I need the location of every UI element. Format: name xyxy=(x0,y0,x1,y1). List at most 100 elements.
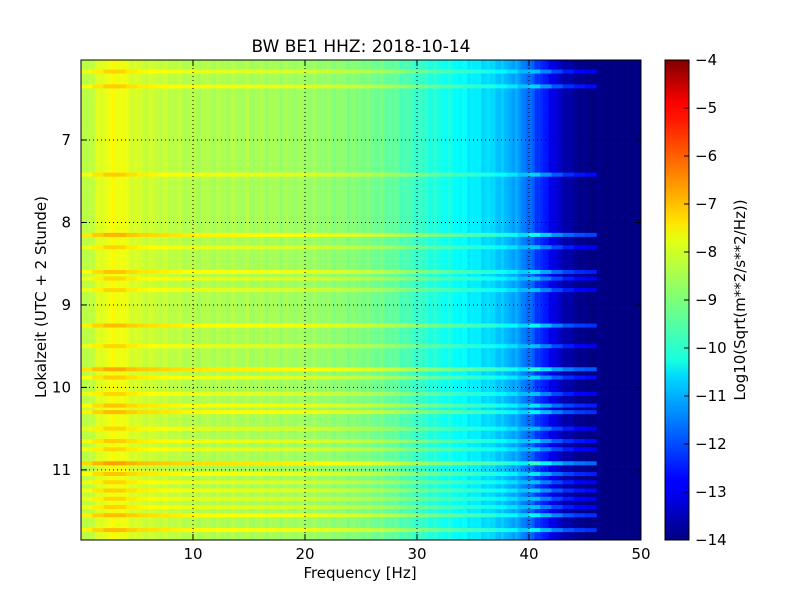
heatmap-band-segment xyxy=(361,232,373,237)
heatmap-band-segment xyxy=(361,172,373,177)
heatmap-band-segment xyxy=(461,375,474,380)
heatmap-column xyxy=(355,60,359,540)
heatmap-band-segment xyxy=(148,439,160,444)
heatmap-band-segment xyxy=(573,84,586,89)
heatmap-band-segment xyxy=(249,172,261,177)
heatmap-column xyxy=(358,60,362,540)
heatmap-band-segment xyxy=(260,172,272,177)
heatmap-band-segment xyxy=(103,513,116,518)
heatmap-band-segment xyxy=(540,403,552,408)
heatmap-band-segment xyxy=(461,269,474,274)
heatmap-band-segment xyxy=(204,344,216,349)
heatmap-band-segment xyxy=(282,375,295,380)
heatmap-band-segment xyxy=(137,269,149,274)
heatmap-band-segment xyxy=(450,480,463,485)
heatmap-band-segment xyxy=(506,472,519,477)
heatmap-band-segment xyxy=(181,84,194,89)
heatmap-band-segment xyxy=(316,403,328,408)
heatmap-band-segment xyxy=(562,426,575,431)
heatmap-band-segment xyxy=(204,288,216,293)
heatmap-band-segment xyxy=(125,344,138,349)
heatmap-band-segment xyxy=(484,439,496,444)
heatmap-band-segment xyxy=(349,505,362,510)
heatmap-band-segment xyxy=(193,69,205,74)
heatmap-band-segment xyxy=(361,513,373,518)
heatmap-band-segment xyxy=(125,288,138,293)
heatmap-band-segment xyxy=(361,528,373,533)
heatmap-column xyxy=(293,60,298,540)
heatmap-band-segment xyxy=(450,276,463,281)
heatmap-column xyxy=(223,60,228,540)
heatmap-column xyxy=(450,60,454,540)
heatmap-band-segment xyxy=(372,488,384,493)
heatmap-column xyxy=(461,60,466,540)
heatmap-band-segment xyxy=(125,410,138,415)
heatmap-band-segment xyxy=(562,472,575,477)
heatmap-column xyxy=(324,60,328,540)
heatmap-band-segment xyxy=(293,375,306,380)
heatmap-column xyxy=(492,60,496,540)
heatmap-band-segment xyxy=(159,410,172,415)
heatmap-band-segment xyxy=(473,323,485,328)
heatmap-band-segment xyxy=(282,480,295,485)
heatmap-band-segment xyxy=(159,172,172,177)
colorbar-tick-label: −6 xyxy=(695,147,717,165)
heatmap-band-segment xyxy=(383,232,396,237)
heatmap-band-segment xyxy=(114,323,127,328)
heatmap-band-segment xyxy=(125,276,138,281)
heatmap-band-segment xyxy=(450,392,463,397)
heatmap-band-segment xyxy=(92,505,104,510)
heatmap-band-segment xyxy=(193,480,205,485)
heatmap-band-segment xyxy=(417,323,429,328)
heatmap-column xyxy=(537,60,541,540)
heatmap-band-segment xyxy=(193,172,205,177)
heatmap-band-segment xyxy=(137,276,149,281)
heatmap-column xyxy=(232,60,236,540)
heatmap-band-segment xyxy=(517,367,530,372)
heatmap-band-segment xyxy=(125,375,138,380)
heatmap-band-segment xyxy=(103,528,116,533)
heatmap-band-segment xyxy=(170,172,183,177)
heatmap-band-segment xyxy=(585,232,597,237)
heatmap-band-segment xyxy=(249,392,261,397)
heatmap-band-segment xyxy=(394,288,407,293)
heatmap-band-segment xyxy=(529,410,541,415)
heatmap-band-segment xyxy=(372,410,384,415)
heatmap-column xyxy=(97,60,102,540)
heatmap-band-segment xyxy=(573,375,586,380)
heatmap-band-segment xyxy=(551,69,564,74)
heatmap-band-segment xyxy=(170,392,183,397)
heatmap-band-segment xyxy=(114,232,127,237)
heatmap-band-segment xyxy=(450,323,463,328)
heatmap-band-segment xyxy=(204,323,216,328)
heatmap-column xyxy=(635,60,639,540)
heatmap-band-segment xyxy=(226,496,239,501)
heatmap-band-segment xyxy=(170,288,183,293)
heatmap-band-segment xyxy=(204,513,216,518)
heatmap-band-segment xyxy=(383,496,396,501)
heatmap-band-segment xyxy=(372,245,384,250)
heatmap-band-segment xyxy=(293,426,306,431)
heatmap-column xyxy=(120,60,124,540)
heatmap-band-segment xyxy=(529,426,541,431)
heatmap-band-segment xyxy=(394,84,407,89)
heatmap-band-segment xyxy=(260,392,272,397)
heatmap-band-segment xyxy=(349,375,362,380)
y-tick-label: 7 xyxy=(61,131,71,149)
heatmap-column xyxy=(237,60,242,540)
heatmap-column xyxy=(545,60,550,540)
heatmap-band-segment xyxy=(260,269,272,274)
heatmap-column xyxy=(587,60,592,540)
heatmap-band-segment xyxy=(394,323,407,328)
heatmap-column xyxy=(621,60,625,540)
heatmap-column xyxy=(330,60,334,540)
heatmap-band-segment xyxy=(439,410,452,415)
heatmap-band-segment xyxy=(473,344,485,349)
heatmap-band-segment xyxy=(394,513,407,518)
heatmap-band-segment xyxy=(517,447,530,452)
heatmap-band-segment xyxy=(92,232,104,237)
heatmap-band-segment xyxy=(293,480,306,485)
heatmap-column xyxy=(414,60,418,540)
heatmap-band-segment xyxy=(439,461,452,466)
heatmap-band-segment xyxy=(372,513,384,518)
